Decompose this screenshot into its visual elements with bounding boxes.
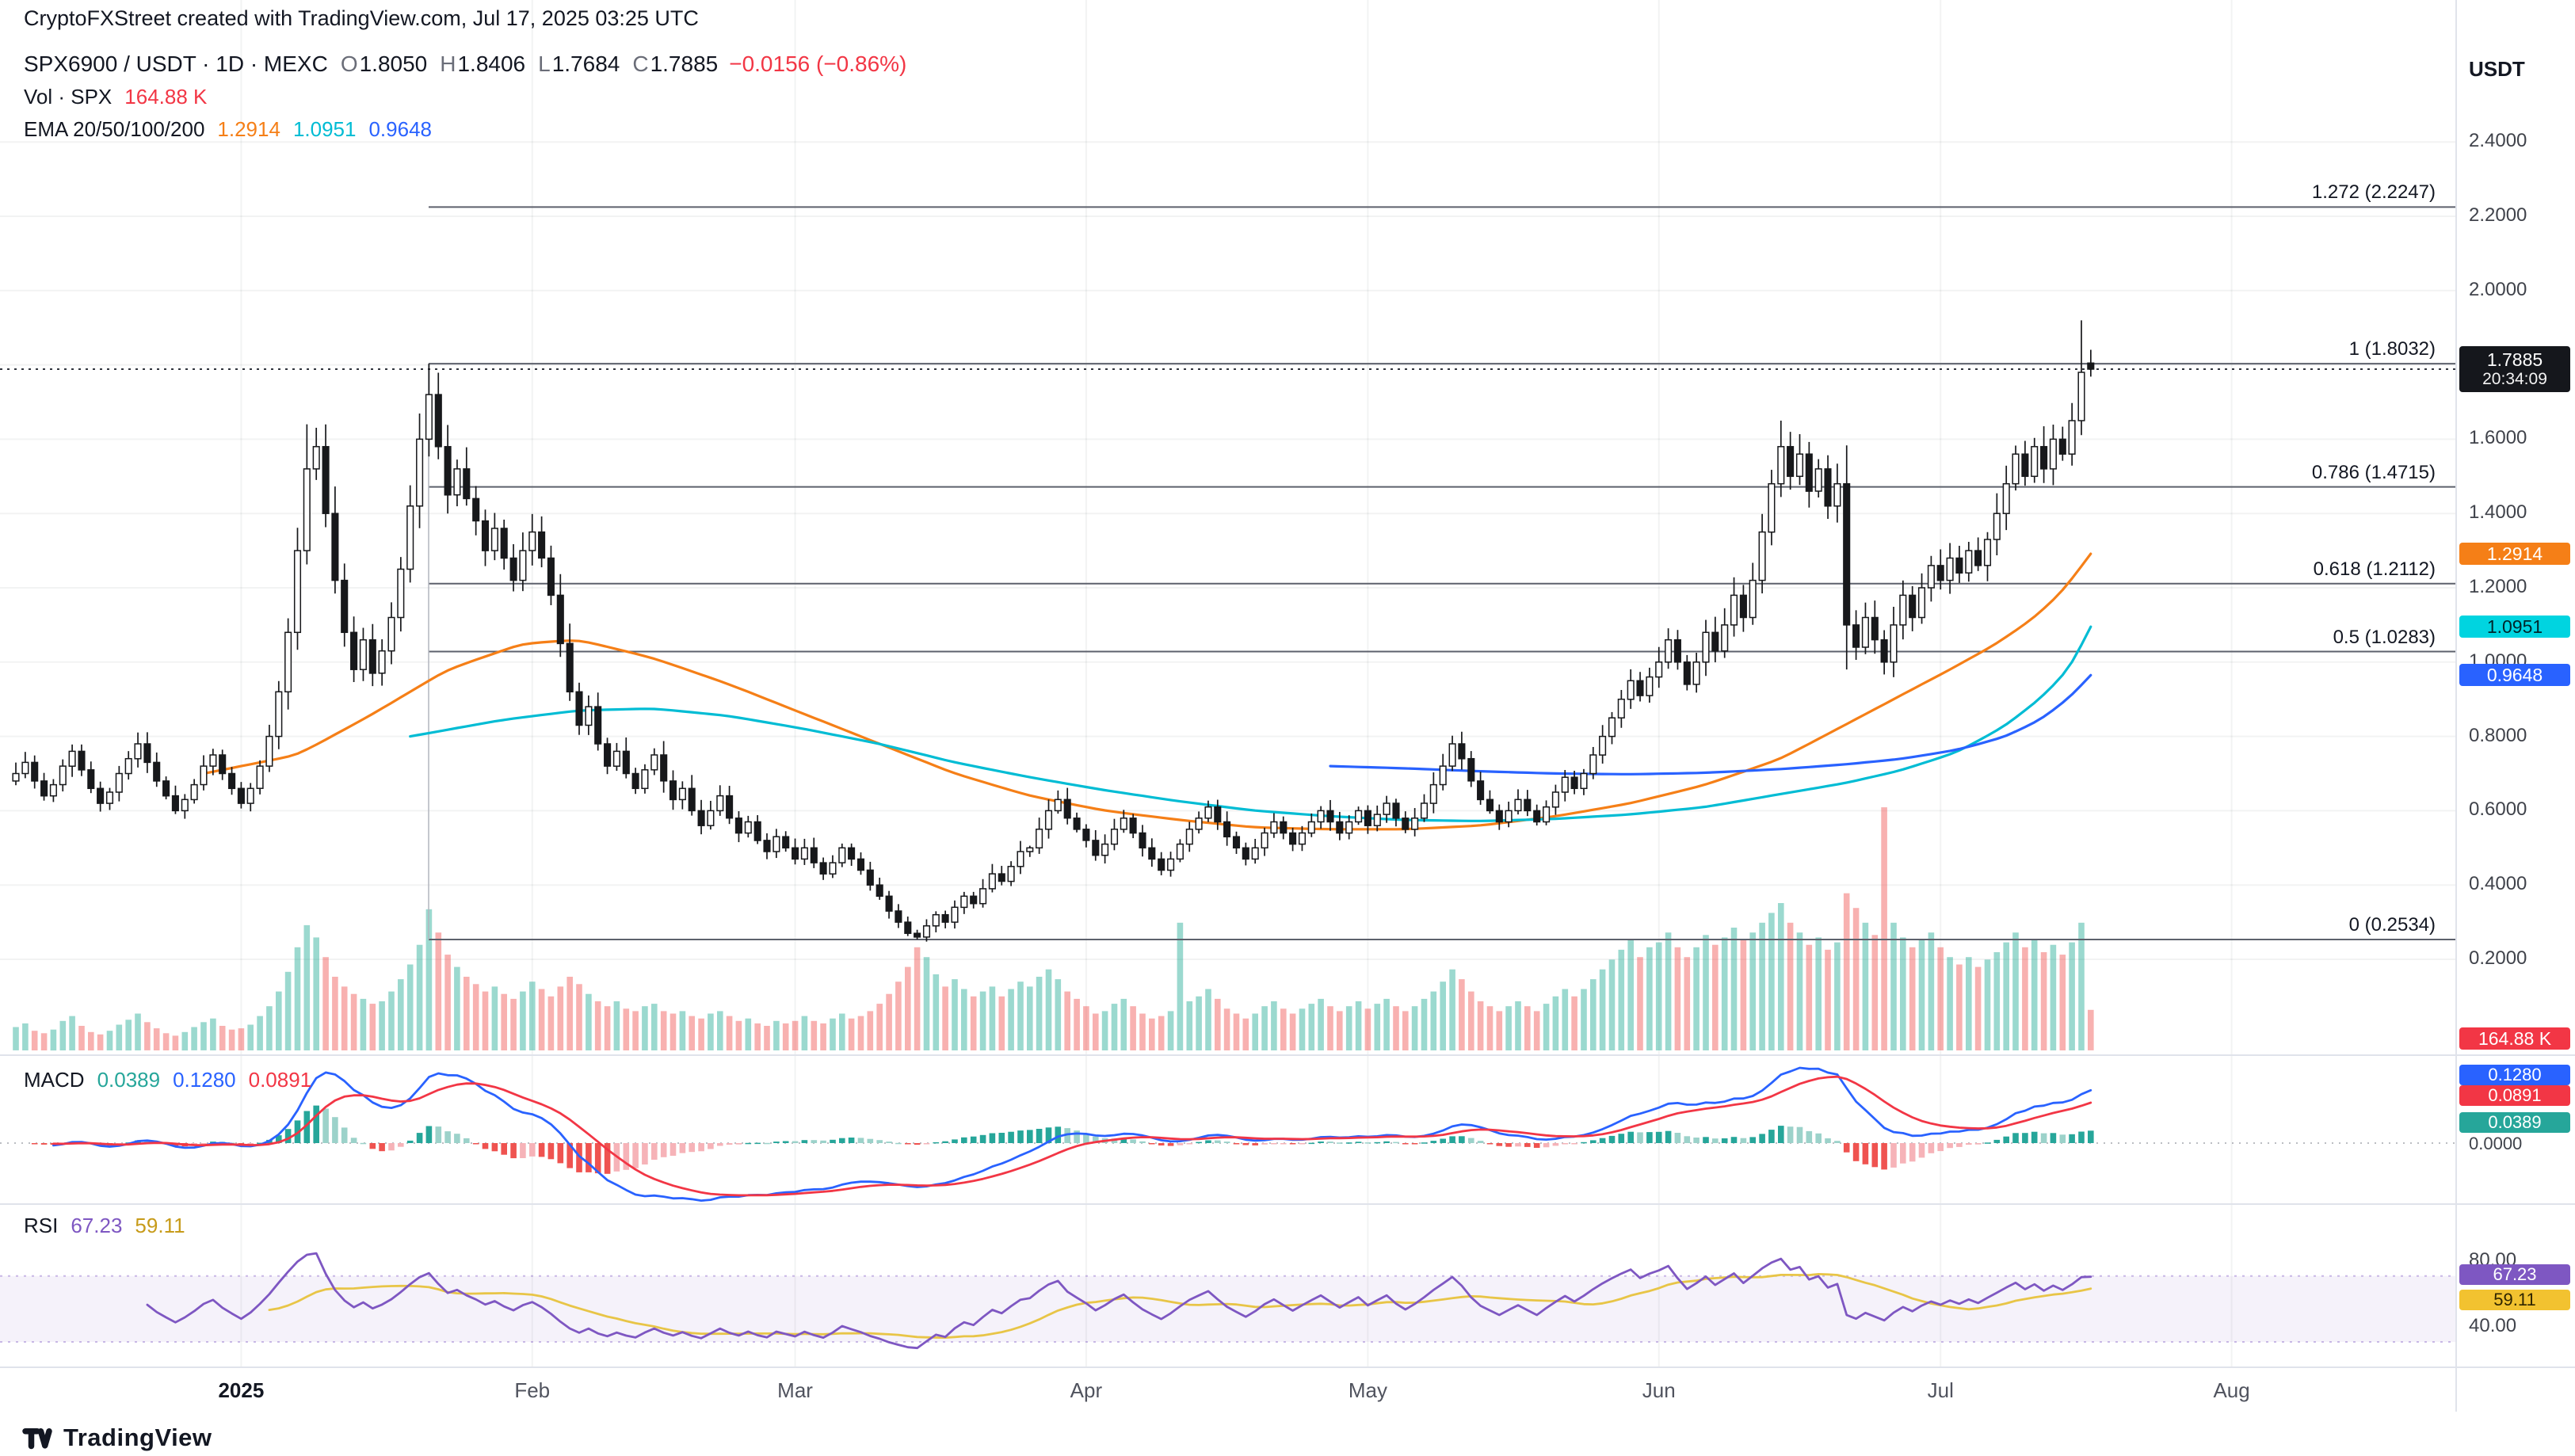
grid-lines xyxy=(0,0,2456,1367)
macd-zero-label: 0.0000 xyxy=(2469,1134,2523,1153)
price-change-value: −0.0156 (−0.86%) xyxy=(729,51,907,76)
time-axis-label: Feb xyxy=(514,1378,551,1402)
fib-level-label: 0.618 (1.2112) xyxy=(2313,558,2436,580)
macd-line-value: 0.1280 xyxy=(173,1068,236,1092)
fib-level-label: 0.5 (1.0283) xyxy=(2333,626,2436,648)
price-tick-label: 1.2000 xyxy=(2469,576,2527,597)
time-axis-label: Mar xyxy=(777,1378,813,1402)
rsi-value-badge: 67.23 xyxy=(2459,1264,2570,1285)
ema-value-badge: 1.2914 xyxy=(2459,543,2570,566)
chart-legend: CryptoFXStreet created with TradingView.… xyxy=(24,6,906,142)
macd-value-badge: 0.1280 xyxy=(2459,1064,2570,1085)
volume-indicator-label: Vol · SPX xyxy=(24,85,113,109)
price-tick-label: 0.4000 xyxy=(2469,873,2527,895)
ohlc-close-value: 1.7885 xyxy=(650,51,719,76)
rsi-band xyxy=(0,1275,2456,1343)
ohlc-low-value: 1.7684 xyxy=(551,51,620,76)
ema-value-badge: 1.0951 xyxy=(2459,616,2570,638)
macd-series xyxy=(31,1066,2094,1202)
macd-hist-value: 0.0389 xyxy=(97,1068,161,1092)
macd-legend-row[interactable]: MACD 0.0389 0.1280 0.0891 xyxy=(24,1068,311,1092)
time-axis-label: Aug xyxy=(2213,1378,2250,1402)
ohlc-high-label: H xyxy=(440,51,456,76)
ema-legend-row[interactable]: EMA 20/50/100/200 1.2914 1.0951 0.9648 xyxy=(24,117,906,142)
price-scale[interactable]: USDT 2.40002.20002.00001.80001.60001.400… xyxy=(2456,0,2575,1412)
price-tick-label: 2.2000 xyxy=(2469,204,2527,226)
time-axis-label: 2025 xyxy=(218,1378,265,1402)
volume-indicator-value: 164.88 K xyxy=(124,85,208,109)
time-axis-label: May xyxy=(1348,1378,1387,1402)
price-tick-label: 1.6000 xyxy=(2469,427,2527,449)
fib-level-label: 1.272 (2.2247) xyxy=(2311,181,2436,204)
rsi-value-badge: 59.11 xyxy=(2459,1290,2570,1310)
price-tick-label: 0.2000 xyxy=(2469,947,2527,969)
tradingview-wordmark: TradingView xyxy=(63,1424,212,1451)
rsi-series xyxy=(146,1252,2092,1350)
volume-value-badge: 164.88 K xyxy=(2459,1027,2570,1050)
ohlc-high-value: 1.8406 xyxy=(457,51,526,76)
time-axis-label: Jun xyxy=(1642,1378,1676,1402)
attribution-note: CryptoFXStreet created with TradingView.… xyxy=(24,6,699,30)
price-tick-label: 0.6000 xyxy=(2469,799,2527,821)
ema-indicator-label: EMA 20/50/100/200 xyxy=(24,117,205,141)
rsi-tick-label: 40.00 xyxy=(2469,1315,2517,1337)
candle-series xyxy=(12,320,2095,942)
volume-series xyxy=(13,807,2094,1051)
ema-orange-value: 1.2914 xyxy=(217,117,280,141)
ema-blue-value: 0.9648 xyxy=(368,117,432,141)
rsi-ma-value: 59.11 xyxy=(135,1214,185,1237)
current-price-value: 1.7885 xyxy=(2486,349,2543,370)
price-scale-unit: USDT xyxy=(2469,57,2525,81)
time-axis-label: Apr xyxy=(1070,1378,1103,1402)
bar-countdown: 20:34:09 xyxy=(2482,370,2547,389)
ema-blue-line xyxy=(1329,673,2092,776)
macd-indicator-label: MACD xyxy=(24,1068,85,1092)
rsi-indicator-label: RSI xyxy=(24,1214,59,1237)
fib-level-label: 0 (0.2534) xyxy=(2348,913,2436,936)
fib-retracement-lines xyxy=(428,206,2456,940)
ohlc-low-label: L xyxy=(538,51,551,76)
fib-level-label: 1 (1.8032) xyxy=(2348,338,2436,360)
tradingview-footer[interactable]: TradingView xyxy=(21,1421,212,1454)
ema-value-badge: 0.9648 xyxy=(2459,664,2570,687)
price-tick-label: 0.8000 xyxy=(2469,724,2527,746)
macd-value-badge: 0.0389 xyxy=(2459,1111,2570,1133)
symbol-legend-row[interactable]: SPX6900 / USDT · 1D · MEXC O 1.8050 H 1.… xyxy=(24,51,906,77)
macd-signal-value: 0.0891 xyxy=(248,1068,312,1092)
tradingview-logo-icon xyxy=(22,1428,52,1450)
ohlc-open-value: 1.8050 xyxy=(359,51,428,76)
volume-legend-row[interactable]: Vol · SPX 164.88 K xyxy=(24,85,906,109)
rsi-value: 67.23 xyxy=(71,1214,123,1237)
ema-cyan-value: 1.0951 xyxy=(292,117,357,141)
price-tick-label: 2.0000 xyxy=(2469,278,2527,300)
price-tick-label: 2.4000 xyxy=(2469,130,2527,152)
time-scale[interactable]: 2025 Feb Mar Apr May Jun Jul Aug xyxy=(0,1367,2456,1412)
ema-orange-line xyxy=(202,552,2092,831)
ohlc-close-label: C xyxy=(632,51,649,76)
current-price-badge: 1.7885 20:34:09 xyxy=(2459,345,2570,392)
price-tick-label: 1.4000 xyxy=(2469,501,2527,524)
ohlc-open-label: O xyxy=(340,51,358,76)
macd-value-badge: 0.0891 xyxy=(2459,1085,2570,1107)
fib-level-label: 0.786 (1.4715) xyxy=(2311,461,2436,483)
time-axis-label: Jul xyxy=(1927,1378,1954,1402)
symbol-title: SPX6900 / USDT · 1D · MEXC xyxy=(24,51,328,76)
rsi-legend-row[interactable]: RSI 67.23 59.11 xyxy=(24,1214,185,1238)
ema-cyan-line xyxy=(409,625,2092,822)
panel-separators xyxy=(0,0,2575,1412)
